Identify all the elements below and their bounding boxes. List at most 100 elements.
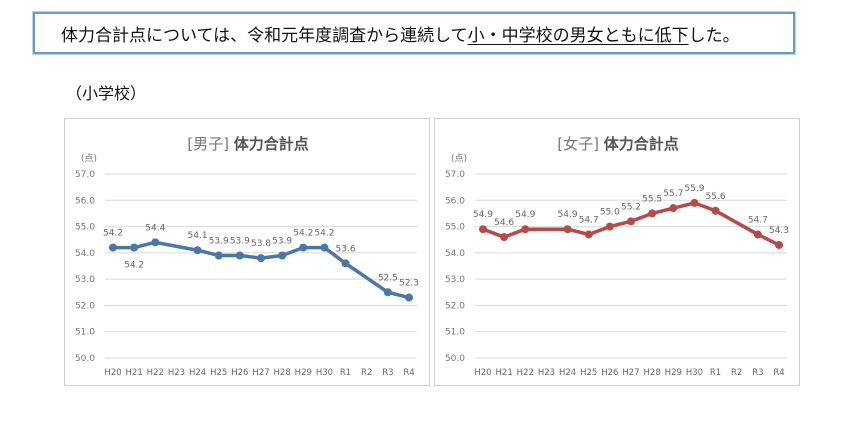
x-tick-label: H24 [189, 368, 206, 378]
x-tick-label: H26 [231, 368, 248, 378]
data-point [648, 209, 657, 218]
data-label: 53.8 [251, 239, 271, 249]
data-label: 55.0 [600, 208, 620, 218]
y-tick-label: 53.0 [75, 275, 95, 285]
chart-boys-svg: [男子] 体力合計点 (点) 50.0 51.0 52.0 53.0 54.0 55.0 56.… [75, 135, 419, 378]
x-tick-label: H27 [252, 368, 269, 378]
x-tick-label: H22 [517, 368, 534, 378]
x-tick-label: H21 [496, 368, 513, 378]
y-tick-label: 56.0 [75, 196, 95, 206]
x-tick-label: R1 [710, 368, 721, 378]
data-point [320, 243, 329, 252]
chart-title-prefix: [男子] [187, 135, 233, 153]
y-tick-label: 52.0 [75, 301, 95, 311]
chart-boys: [男子] 体力合計点 (点) 50.0 51.0 52.0 53.0 54.0 55.0 56.… [64, 118, 430, 386]
y-tick-label: 51.0 [445, 328, 465, 338]
chart-title: [女子] 体力合計点 [557, 135, 679, 153]
x-tick-label: R4 [773, 368, 784, 378]
banner-underlined-text: 小・中学校の男女ともに低下 [467, 25, 689, 46]
x-tick-label: H23 [538, 368, 555, 378]
y-tick-label: 54.0 [75, 249, 95, 259]
series-line [113, 240, 410, 300]
y-tick-label: 55.0 [445, 223, 465, 233]
data-label: 52.5 [378, 273, 398, 283]
data-label: 55.2 [621, 202, 641, 212]
banner-text: 体力合計点については、令和元年度調査から連続して [61, 25, 468, 46]
data-point [500, 233, 509, 242]
data-label: 53.9 [272, 236, 292, 246]
data-label: 53.9 [209, 236, 229, 246]
x-tick-label: H20 [104, 368, 121, 378]
x-tick-label: H25 [210, 368, 227, 378]
data-point [627, 217, 635, 226]
data-label: 54.6 [494, 218, 514, 228]
data-point [605, 222, 614, 231]
section-label: （小学校） [66, 84, 147, 103]
y-tick-label: 55.0 [75, 223, 95, 233]
data-point [584, 230, 593, 239]
chart-title-main: 体力合計点 [604, 135, 679, 153]
x-tick-label: H30 [686, 368, 703, 378]
data-label: 54.1 [188, 231, 208, 241]
x-tick-label: R1 [340, 368, 351, 378]
chart-title: [男子] 体力合計点 [187, 135, 309, 153]
data-point [775, 240, 783, 249]
banner-text-end: した。 [688, 25, 740, 46]
x-tick-label: R4 [403, 368, 414, 378]
data-point [109, 243, 117, 252]
data-point [383, 288, 392, 297]
data-label: 54.3 [769, 226, 789, 236]
data-label: 54.2 [124, 261, 144, 271]
chart-girls: [女子] 体力合計点 (点) 50.0 51.0 52.0 53.0 54.0 55.0 56.… [434, 118, 800, 386]
x-tick-label: R2 [361, 368, 372, 378]
data-point [299, 243, 308, 252]
y-tick-label: 50.0 [445, 354, 465, 364]
y-axis-unit: (点) [451, 153, 467, 164]
data-label: 54.7 [748, 215, 768, 225]
chart-title-prefix: [女子] [557, 135, 603, 153]
x-tick-label: H30 [316, 368, 333, 378]
x-tick-label: H26 [601, 368, 618, 378]
x-tick-label: H25 [580, 368, 597, 378]
y-axis-unit: (点) [81, 153, 97, 164]
summary-banner: 体力合計点については、令和元年度調査から連続して 小・中学校の男女ともに低下 した。 [33, 12, 795, 54]
data-label: 54.2 [103, 229, 123, 239]
data-label: 55.5 [642, 194, 662, 204]
x-tick-label: H23 [168, 368, 185, 378]
data-point [690, 198, 699, 207]
data-label: 54.2 [314, 229, 334, 239]
x-tick-label: R3 [382, 368, 393, 378]
data-point [130, 243, 139, 252]
data-point [193, 246, 202, 255]
x-tick-label: H20 [474, 368, 491, 378]
y-tick-label: 54.0 [445, 249, 465, 259]
x-tick-label: H27 [622, 368, 639, 378]
x-tick-label: R2 [731, 368, 742, 378]
data-point [214, 251, 223, 260]
data-label: 54.2 [293, 229, 313, 239]
y-tick-label: 53.0 [445, 275, 465, 285]
chart-girls-svg: [女子] 体力合計点 (点) 50.0 51.0 52.0 53.0 54.0 55.0 56.… [445, 135, 789, 378]
data-label: 54.7 [579, 215, 599, 225]
data-label: 53.9 [230, 236, 250, 246]
data-point [669, 204, 678, 213]
data-point [753, 230, 762, 239]
x-tick-label: H28 [274, 368, 291, 378]
chart-title-main: 体力合計点 [234, 135, 309, 153]
data-label: 53.6 [336, 244, 356, 254]
y-tick-label: 50.0 [75, 354, 95, 364]
data-label: 54.4 [145, 223, 165, 233]
data-point [405, 293, 413, 302]
data-label: 54.9 [515, 210, 535, 220]
data-point [278, 251, 287, 260]
x-tick-label: H24 [559, 368, 576, 378]
data-point [341, 259, 350, 268]
y-tick-label: 52.0 [445, 301, 465, 311]
x-tick-label: H29 [665, 368, 682, 378]
data-point [711, 206, 720, 215]
data-label: 52.3 [399, 279, 419, 289]
data-point [151, 238, 160, 247]
x-tick-label: H28 [644, 368, 661, 378]
data-point [235, 251, 244, 260]
x-tick-label: H22 [147, 368, 164, 378]
